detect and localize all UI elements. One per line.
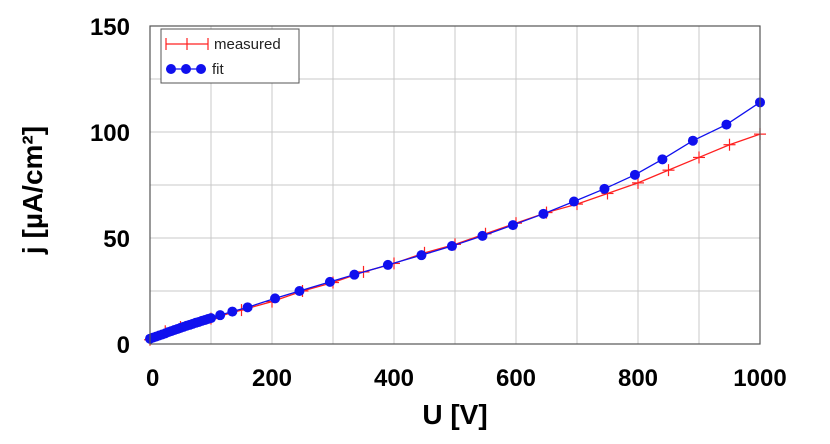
fit-data-point xyxy=(568,196,579,207)
fit-data-point xyxy=(477,230,488,241)
gridlines xyxy=(150,26,760,344)
fit-data-point xyxy=(270,293,281,304)
measured-data-point xyxy=(662,164,675,177)
legend-fit-marker xyxy=(196,64,206,74)
fit-data-point xyxy=(349,269,360,280)
x-tick-label: 800 xyxy=(618,365,658,392)
fit-data-point xyxy=(416,250,427,261)
fit-data-point xyxy=(446,241,457,252)
y-tick-labels: 0 50 100 150 xyxy=(90,14,130,359)
legend-measured-label: measured xyxy=(214,36,281,53)
measured-data-point xyxy=(693,151,705,164)
fit-data-point xyxy=(721,119,732,130)
y-tick-label: 100 xyxy=(90,120,130,147)
y-tick-label: 50 xyxy=(103,226,130,253)
fit-data-point xyxy=(629,169,640,180)
fit-data-point xyxy=(687,135,698,146)
x-tick-label: 600 xyxy=(496,365,536,392)
fit-data-point xyxy=(657,154,668,165)
fit-data-point xyxy=(599,183,610,194)
fit-data-point xyxy=(538,208,549,219)
measured-series-line xyxy=(149,133,761,341)
plot-frame xyxy=(149,25,761,345)
x-axis-title: U [V] xyxy=(422,399,487,430)
measured-data-point xyxy=(723,138,736,151)
x-tick-label: 1000 xyxy=(733,365,786,392)
measured-data-point xyxy=(632,176,644,189)
legend-measured-marker xyxy=(165,38,209,50)
legend-fit-marker xyxy=(181,64,191,74)
legend: measured fit xyxy=(160,28,300,84)
x-tick-label: 200 xyxy=(252,365,292,392)
fit-data-point xyxy=(294,286,305,296)
y-tick-label: 150 xyxy=(90,14,130,41)
legend-fit-marker xyxy=(166,64,176,74)
x-tick-labels: 0 200 400 600 800 1000 xyxy=(146,365,787,392)
fit-data-point xyxy=(324,276,335,287)
y-axis-title: j [µA/cm²] xyxy=(17,126,48,255)
fit-data-point xyxy=(206,313,216,324)
legend-box xyxy=(160,28,300,84)
fit-data-point xyxy=(227,306,238,317)
fit-data-point xyxy=(242,302,253,313)
x-tick-label: 400 xyxy=(374,365,414,392)
x-tick-label: 0 xyxy=(146,365,159,392)
fit-data-point xyxy=(215,310,226,321)
fit-data-point xyxy=(507,220,518,231)
fit-data-point xyxy=(382,259,393,270)
y-tick-label: 0 xyxy=(117,332,130,359)
series-layer xyxy=(144,97,766,346)
legend-fit-label: fit xyxy=(212,61,225,78)
